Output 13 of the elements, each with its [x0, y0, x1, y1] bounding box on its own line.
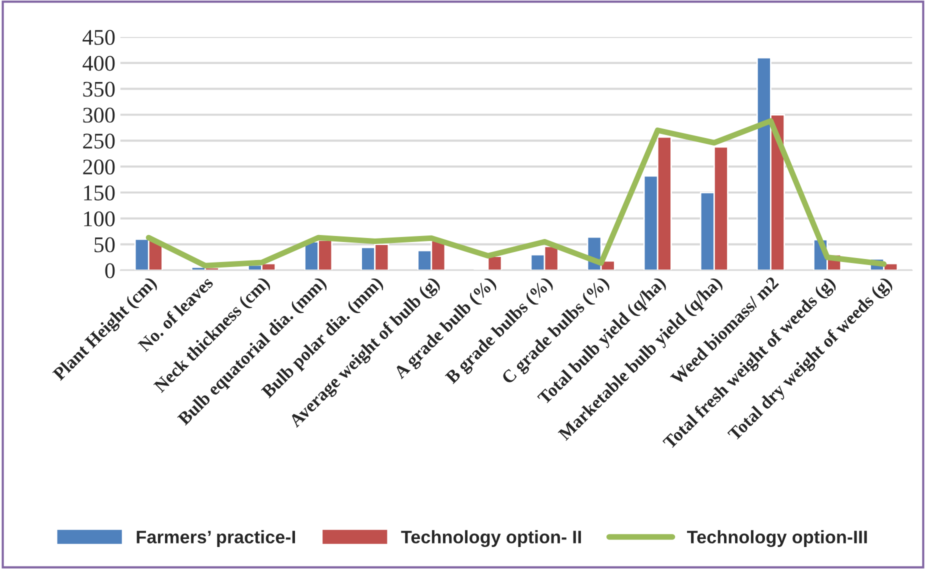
- legend-label: Technology option-III: [687, 530, 867, 548]
- y-tick-label: 450: [82, 30, 115, 45]
- y-tick-label: 300: [83, 108, 115, 123]
- legend-label: Technology option- II: [401, 530, 581, 548]
- y-tick-label: 150: [84, 185, 115, 200]
- legend-label: Farmers’ practice-I: [136, 530, 295, 547]
- y-tick-label: 200: [83, 160, 115, 175]
- y-tick-label: 350: [83, 82, 115, 97]
- y-tick-label: 250: [83, 134, 115, 149]
- y-tick-label: 50: [94, 237, 115, 252]
- y-tick-label: 400: [82, 56, 115, 71]
- y-tick-label: 0: [105, 263, 115, 278]
- y-tick-label: 100: [84, 211, 115, 226]
